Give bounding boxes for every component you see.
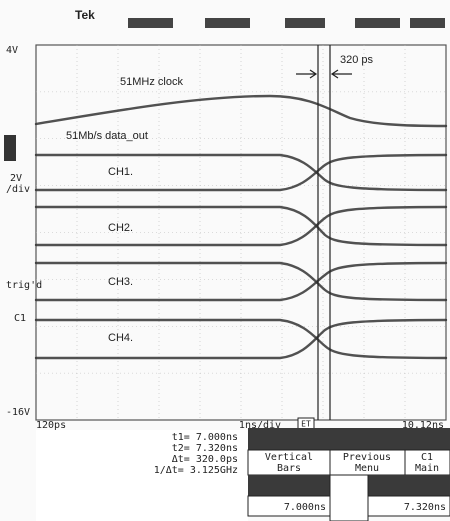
button-label: Previous	[343, 452, 391, 463]
y-top-label: 4V	[6, 45, 18, 56]
t1-readout: t1= 7.000ns	[172, 432, 238, 443]
cursor-1-value: 7.000ns	[284, 502, 326, 513]
channel-label: CH4.	[108, 332, 133, 344]
button-label: Menu	[355, 463, 379, 474]
trigger-label: trig'd	[6, 280, 42, 291]
delta-readout: Δt= 320.0ps	[172, 454, 238, 465]
channel-label: CH2.	[108, 222, 133, 234]
button-label: Vertical	[265, 452, 313, 463]
channel-marker	[4, 135, 16, 161]
data-annotation: 51Mb/s data_out	[66, 130, 148, 142]
y-bottom-label: -16V	[6, 407, 30, 418]
mode-label: ET	[301, 420, 311, 429]
clock-annotation: 51MHz clock	[120, 76, 183, 88]
trigger-source: C1	[14, 313, 26, 324]
channel-label: CH3.	[108, 276, 133, 288]
button-label: Main	[415, 463, 439, 474]
scale-unit: /div	[6, 184, 30, 195]
delta-annotation: 320 ps	[340, 54, 374, 66]
scale-label: 2V	[10, 173, 22, 184]
menu-gap	[330, 475, 368, 521]
button-label: C1	[421, 452, 433, 463]
button-label: Bars	[277, 463, 301, 474]
cursor-2-value: 7.320ns	[404, 502, 446, 513]
frequency-readout: 1/Δt= 3.125GHz	[154, 465, 238, 476]
t2-readout: t2= 7.320ns	[172, 443, 238, 454]
x-left-label: 120ps	[36, 420, 66, 431]
channel-label: CH1.	[108, 166, 133, 178]
oscilloscope-screen: Tek 4V -16V 2V /div trig'd C1 320 ps 51M…	[0, 0, 450, 521]
brand: Tek	[75, 8, 95, 22]
menu-bar	[248, 428, 450, 450]
